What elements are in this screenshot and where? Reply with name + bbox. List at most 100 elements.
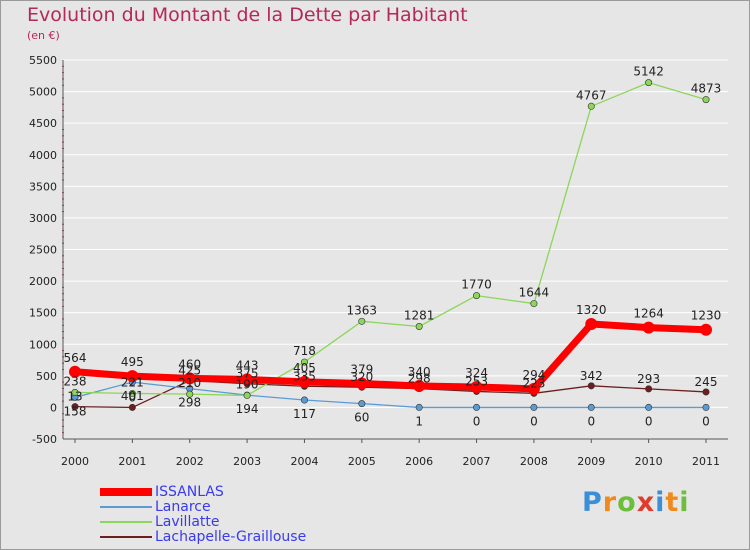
data-point [530,300,538,308]
data-point [300,396,308,404]
data-point [413,379,426,392]
legend-label: Lachapelle-Graillouse [155,529,307,545]
data-label: 379 [350,362,373,376]
data-point [645,385,653,393]
data-label: 0 [530,414,538,428]
data-label: 564 [64,351,87,365]
x-tick-label: 2003 [233,455,261,468]
data-label: 0 [129,390,137,404]
legend-swatch [100,488,152,496]
data-label: 340 [408,365,431,379]
legend-entry: Lavillatte [100,514,220,530]
data-point [527,382,540,395]
legend-label: Lavillatte [155,514,220,530]
data-point [128,403,136,411]
data-label: 1363 [347,303,378,317]
data-point [473,292,481,300]
data-label: 210 [178,376,201,390]
data-label: 13 [67,390,82,404]
data-point [415,323,423,331]
data-point [587,382,595,390]
data-point [71,403,79,411]
chart-title: Evolution du Montant de la Dette par Hab… [27,4,468,26]
y-tick-label: 0 [50,401,57,414]
logo-letter: t [665,487,680,518]
data-point [700,323,712,336]
data-label: 0 [645,414,653,428]
data-label: 4873 [691,82,722,96]
data-label: 1230 [691,309,722,323]
data-label: 1 [415,414,423,428]
data-label: 405 [293,361,316,375]
legend-entry: Lachapelle-Graillouse [100,529,306,545]
x-tick-label: 2008 [520,455,548,468]
logo-letter: x [636,487,656,518]
legend-swatch [100,506,152,508]
legend-entry: ISSANLAS [100,484,224,500]
data-point [587,102,595,110]
y-tick-label: 4000 [29,149,57,162]
data-point [358,400,366,408]
x-tick-label: 2010 [635,455,663,468]
data-label: 223 [522,376,545,390]
data-label: 1320 [576,303,607,317]
data-label: 190 [236,377,259,391]
data-label: 324 [465,366,488,380]
data-label: 0 [473,414,481,428]
data-label: 294 [522,368,545,382]
data-label: 0 [587,414,595,428]
data-label: 1281 [404,309,435,323]
data-point [69,365,81,378]
proxiti-logo: Proxiti [582,487,690,518]
data-label: 495 [121,355,144,369]
series-line-lanarce [74,381,707,409]
data-point [530,403,538,411]
data-point [71,388,79,396]
y-tick-label: -500 [32,433,57,446]
data-label: 238 [64,374,87,388]
data-point [645,403,653,411]
legend-label: ISSANLAS [155,484,224,500]
data-label: 5142 [633,65,664,79]
logo-letter: P [582,487,603,518]
logo-letter: i [655,487,666,518]
chart-subtitle: (en €) [27,29,60,42]
data-point [642,321,655,334]
logo-letter: r [602,487,618,518]
series-line-lavillatte [74,81,707,397]
data-point [298,375,311,388]
data-label: 401 [121,389,144,403]
y-tick-label: 2000 [29,275,57,288]
y-tick-label: 2500 [29,244,57,257]
data-point [587,403,595,411]
data-label: 253 [465,374,488,388]
legend-label: Lanarce [155,499,211,515]
data-label: 425 [178,364,201,378]
series-layer [69,79,712,411]
data-point [470,380,483,393]
data-point [241,373,254,386]
data-point [300,358,308,366]
x-tick-label: 2004 [290,455,318,468]
y-tick-label: 1000 [29,338,57,351]
data-label: 718 [293,344,316,358]
legend-entry: Lanarce [100,499,211,515]
x-tick-label: 2009 [577,455,605,468]
data-label: 117 [293,407,316,421]
data-label: 1770 [461,278,492,292]
y-tick-label: 1500 [29,307,57,320]
x-tick-label: 2007 [463,455,491,468]
data-point [126,370,139,383]
data-point [702,403,710,411]
legend-swatch [100,521,152,523]
data-point [183,372,196,385]
axes: -500050010001500200025003000350040004500… [29,54,728,468]
data-point [128,389,136,397]
data-label: 375 [236,367,259,381]
y-tick-label: 5000 [29,86,57,99]
y-tick-label: 500 [36,370,57,383]
logo-letter: o [617,487,637,518]
data-label: 194 [236,402,259,416]
logo-letter: i [679,487,690,518]
